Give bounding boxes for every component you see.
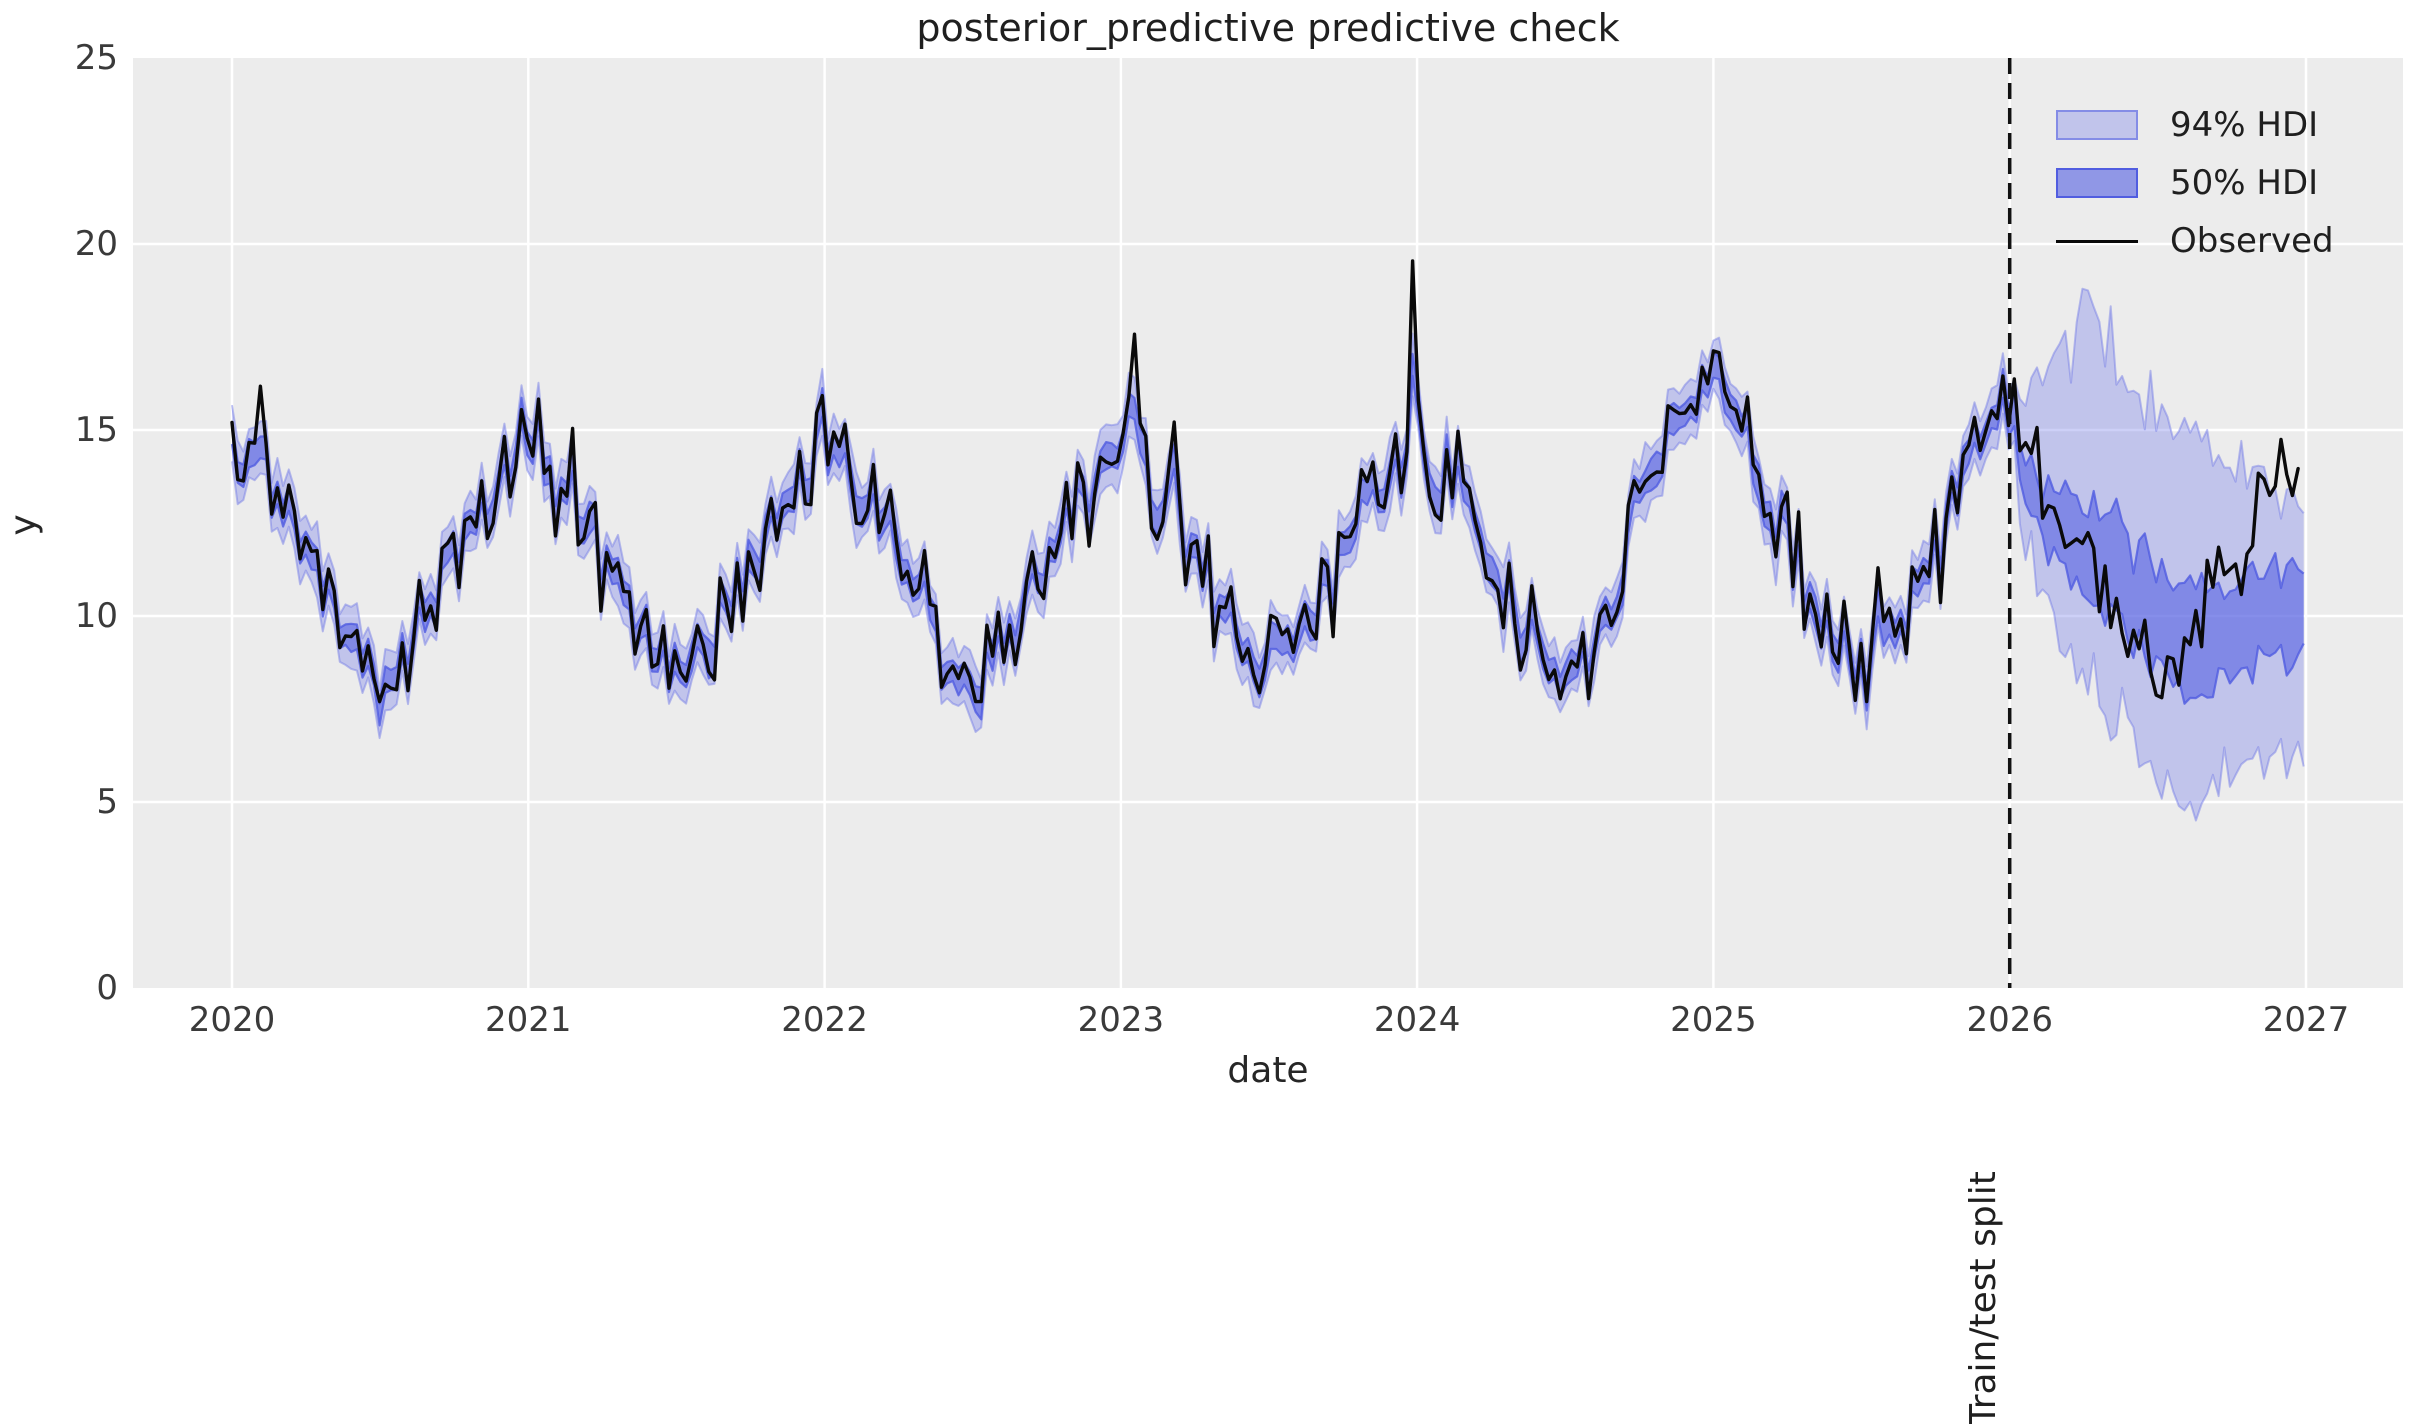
y-tick-label-5: 5 xyxy=(96,782,118,822)
x-tick-label-2027: 2027 xyxy=(2262,1000,2350,1040)
x-tick-label-2026: 2026 xyxy=(1966,1000,2053,1040)
legend-item-observed: Observed xyxy=(2056,212,2334,270)
x-tick-label-2021: 2021 xyxy=(485,1000,572,1040)
y-tick-label-20: 20 xyxy=(74,224,118,264)
x-tick-label-2020: 2020 xyxy=(188,1000,276,1040)
grid-lines xyxy=(133,58,2403,988)
x-tick-label-2024: 2024 xyxy=(1373,1000,1461,1040)
legend-label: 50% HDI xyxy=(2170,163,2319,203)
legend-label: Observed xyxy=(2170,221,2334,261)
legend-item-94-hdi: 94% HDI xyxy=(2056,96,2334,154)
legend-label: 94% HDI xyxy=(2170,105,2319,145)
legend-swatch-50-hdi xyxy=(2056,168,2138,198)
legend: 94% HDI 50% HDI Observed xyxy=(2056,96,2334,270)
x-axis-label: date xyxy=(1227,1050,1309,1091)
y-tick-label-25: 25 xyxy=(74,38,118,78)
chart-title: posterior_predictive predictive check xyxy=(916,6,1620,50)
x-tick-label-2025: 2025 xyxy=(1670,1000,1757,1040)
hdi-94-band xyxy=(232,288,2304,821)
train-test-split-label: Train/test split xyxy=(1963,1171,2004,1424)
legend-swatch-94-hdi xyxy=(2056,110,2138,140)
plot-background xyxy=(133,58,2403,988)
y-tick-label-0: 0 xyxy=(96,968,118,1008)
x-tick-label-2022: 2022 xyxy=(781,1000,868,1040)
y-tick-label-15: 15 xyxy=(74,410,118,450)
x-tick-label-2023: 2023 xyxy=(1077,1000,1165,1040)
legend-item-50-hdi: 50% HDI xyxy=(2056,154,2334,212)
legend-line-observed xyxy=(2056,239,2138,243)
observed-line xyxy=(230,259,2300,704)
y-tick-label-10: 10 xyxy=(74,596,118,636)
